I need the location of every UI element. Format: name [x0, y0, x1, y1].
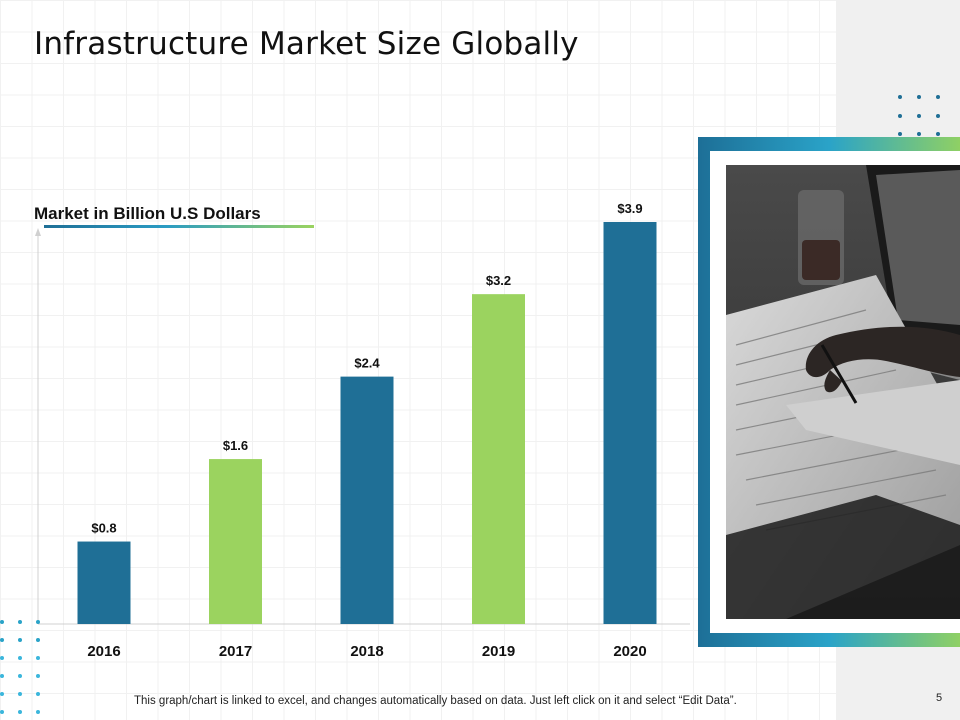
bars-group: $0.8 2016 $1.6 2017 $2.4 2018 $3.2 2019 $3.9 2020: [77, 201, 657, 660]
decorative-dot: [18, 656, 22, 660]
decorative-dot: [0, 656, 4, 660]
decorative-dot: [0, 710, 4, 714]
decorative-dot: [898, 95, 902, 99]
x-tick-2019: 2019: [482, 643, 515, 660]
bar-chart[interactable]: $0.8 2016 $1.6 2017 $2.4 2018 $3.2 2019 $3.9 2020: [0, 0, 700, 680]
photo-icon: [726, 165, 960, 619]
x-tick-2017: 2017: [219, 643, 252, 660]
decorative-dots-bottom: [0, 620, 42, 720]
page-number: 5: [936, 692, 943, 704]
decorative-dot: [917, 113, 921, 118]
value-label-2017: $1.6: [223, 438, 248, 453]
value-label-2020: $3.9: [617, 201, 642, 216]
decorative-dot: [0, 638, 4, 642]
y-axis-arrow: [35, 228, 41, 236]
chart-title: Market in Billion U.S Dollars: [34, 204, 261, 223]
decorative-dot: [18, 692, 22, 696]
bar-2017[interactable]: [209, 459, 262, 624]
grid-background: [0, 0, 836, 720]
bar-2018[interactable]: [340, 376, 394, 624]
decorative-dot: [0, 692, 4, 696]
decorative-dot: [36, 710, 40, 714]
decorative-dot: [898, 113, 902, 118]
decorative-dot: [936, 95, 940, 99]
decorative-dot: [36, 638, 40, 642]
decorative-dot: [936, 113, 940, 118]
footer-note: This graph/chart is linked to excel, and…: [134, 695, 737, 707]
decorative-dot: [18, 674, 22, 678]
decorative-dot: [36, 656, 40, 660]
decorative-dot: [917, 132, 921, 136]
x-tick-2016: 2016: [87, 643, 120, 660]
bar-2020[interactable]: [603, 222, 657, 624]
x-tick-2020: 2020: [613, 643, 646, 660]
value-label-2016: $0.8: [91, 521, 116, 536]
value-label-2018: $2.4: [354, 356, 380, 371]
slide-title: Infrastructure Market Size Globally: [34, 26, 579, 62]
office-photo: [726, 165, 960, 619]
decorative-dot: [0, 674, 4, 678]
decorative-dot: [36, 674, 40, 678]
decorative-dot: [36, 620, 40, 624]
bar-2019[interactable]: [472, 294, 525, 624]
decorative-dot: [18, 710, 22, 714]
decorative-dot: [0, 620, 4, 624]
decorative-dot: [917, 95, 921, 99]
bar-2016[interactable]: [77, 541, 131, 624]
decorative-dot: [18, 620, 22, 624]
chart-title-underline: [44, 225, 314, 228]
decorative-dot: [936, 132, 940, 136]
decorative-dot: [36, 692, 40, 696]
value-label-2019: $3.2: [486, 273, 511, 288]
decorative-dot: [18, 638, 22, 642]
x-tick-2018: 2018: [350, 643, 383, 660]
decorative-dot: [898, 132, 902, 136]
